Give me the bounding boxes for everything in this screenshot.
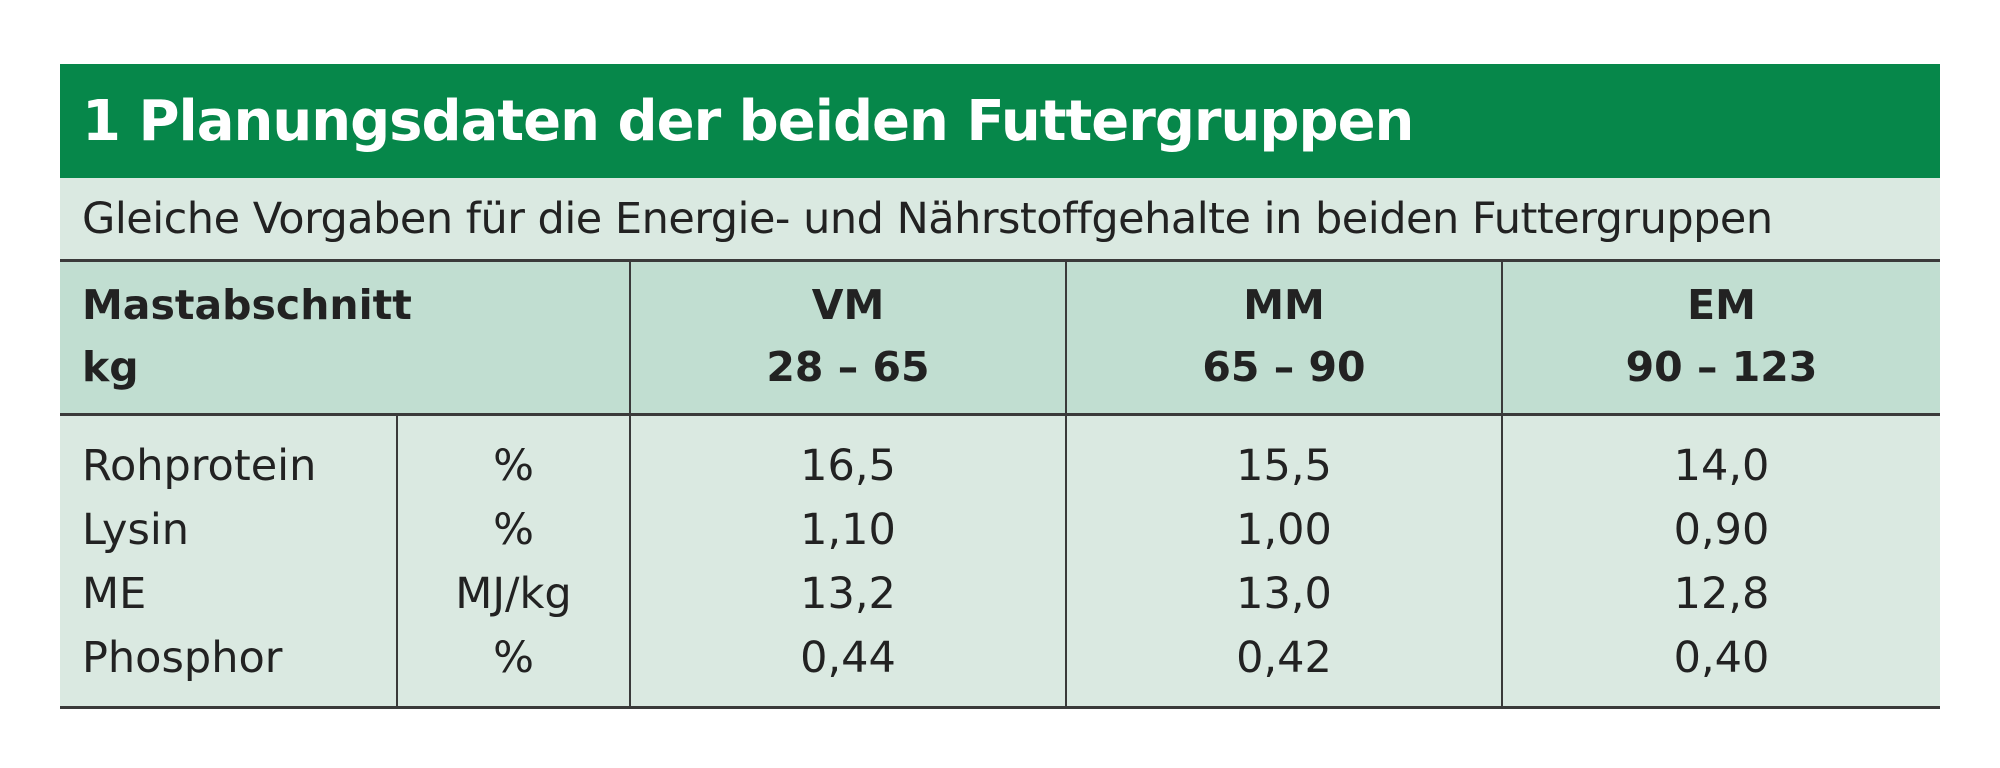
value-cell: 0,40 <box>1673 633 1770 683</box>
value-cell: 12,8 <box>1673 569 1770 619</box>
header-label-mastabschnitt: Mastabschnitt <box>82 281 412 329</box>
table-grid: Mastabschnitt kg VM 28 – 65 MM 65 – 90 E… <box>60 262 1940 709</box>
value-cell: 13,2 <box>800 569 896 619</box>
value-cell: 0,42 <box>1236 633 1332 683</box>
header-label-cell: Mastabschnitt kg <box>60 262 631 416</box>
values-column-em: 14,0 0,90 12,8 0,40 <box>1503 416 1940 706</box>
header-col-range: 90 – 123 <box>1625 343 1818 391</box>
value-cell: 0,90 <box>1673 505 1770 555</box>
value-cell: 13,0 <box>1236 569 1332 619</box>
title-bar: 1 Planungsdaten der beiden Futtergruppen <box>60 64 1940 178</box>
value-cell: 0,44 <box>800 633 896 683</box>
unit-cell: % <box>493 441 534 491</box>
header-col-em: EM 90 – 123 <box>1503 262 1940 416</box>
value-cell: 15,5 <box>1236 441 1332 491</box>
unit-cell: % <box>493 505 534 555</box>
value-cell: 14,0 <box>1673 441 1770 491</box>
values-column-vm: 16,5 1,10 13,2 0,44 <box>631 416 1067 706</box>
param-lysin: Lysin <box>82 505 190 555</box>
value-cell: 16,5 <box>800 441 896 491</box>
header-col-mm: MM 65 – 90 <box>1067 262 1503 416</box>
header-col-range: 65 – 90 <box>1202 343 1366 391</box>
header-col-range: 28 – 65 <box>766 343 930 391</box>
values-column-mm: 15,5 1,00 13,0 0,42 <box>1067 416 1503 706</box>
unit-column: % % MJ/kg % <box>398 416 631 706</box>
unit-cell: % <box>493 633 534 683</box>
param-rohprotein: Rohprotein <box>82 441 317 491</box>
param-column: Rohprotein Lysin ME Phosphor <box>60 416 398 706</box>
header-col-name: VM <box>811 281 885 329</box>
value-cell: 1,00 <box>1236 505 1332 555</box>
header-label-unit: kg <box>82 343 139 391</box>
data-table: 1 Planungsdaten der beiden Futtergruppen… <box>60 64 1940 709</box>
header-col-vm: VM 28 – 65 <box>631 262 1067 416</box>
param-phosphor: Phosphor <box>82 633 283 683</box>
value-cell: 1,10 <box>800 505 896 555</box>
header-col-name: EM <box>1687 281 1756 329</box>
subtitle-bar: Gleiche Vorgaben für die Energie- und Nä… <box>60 178 1940 262</box>
param-me: ME <box>82 569 147 619</box>
table-subtitle: Gleiche Vorgaben für die Energie- und Nä… <box>82 193 1773 244</box>
table-title: 1 Planungsdaten der beiden Futtergruppen <box>82 88 1414 154</box>
unit-cell: MJ/kg <box>455 569 572 619</box>
header-col-name: MM <box>1243 281 1325 329</box>
